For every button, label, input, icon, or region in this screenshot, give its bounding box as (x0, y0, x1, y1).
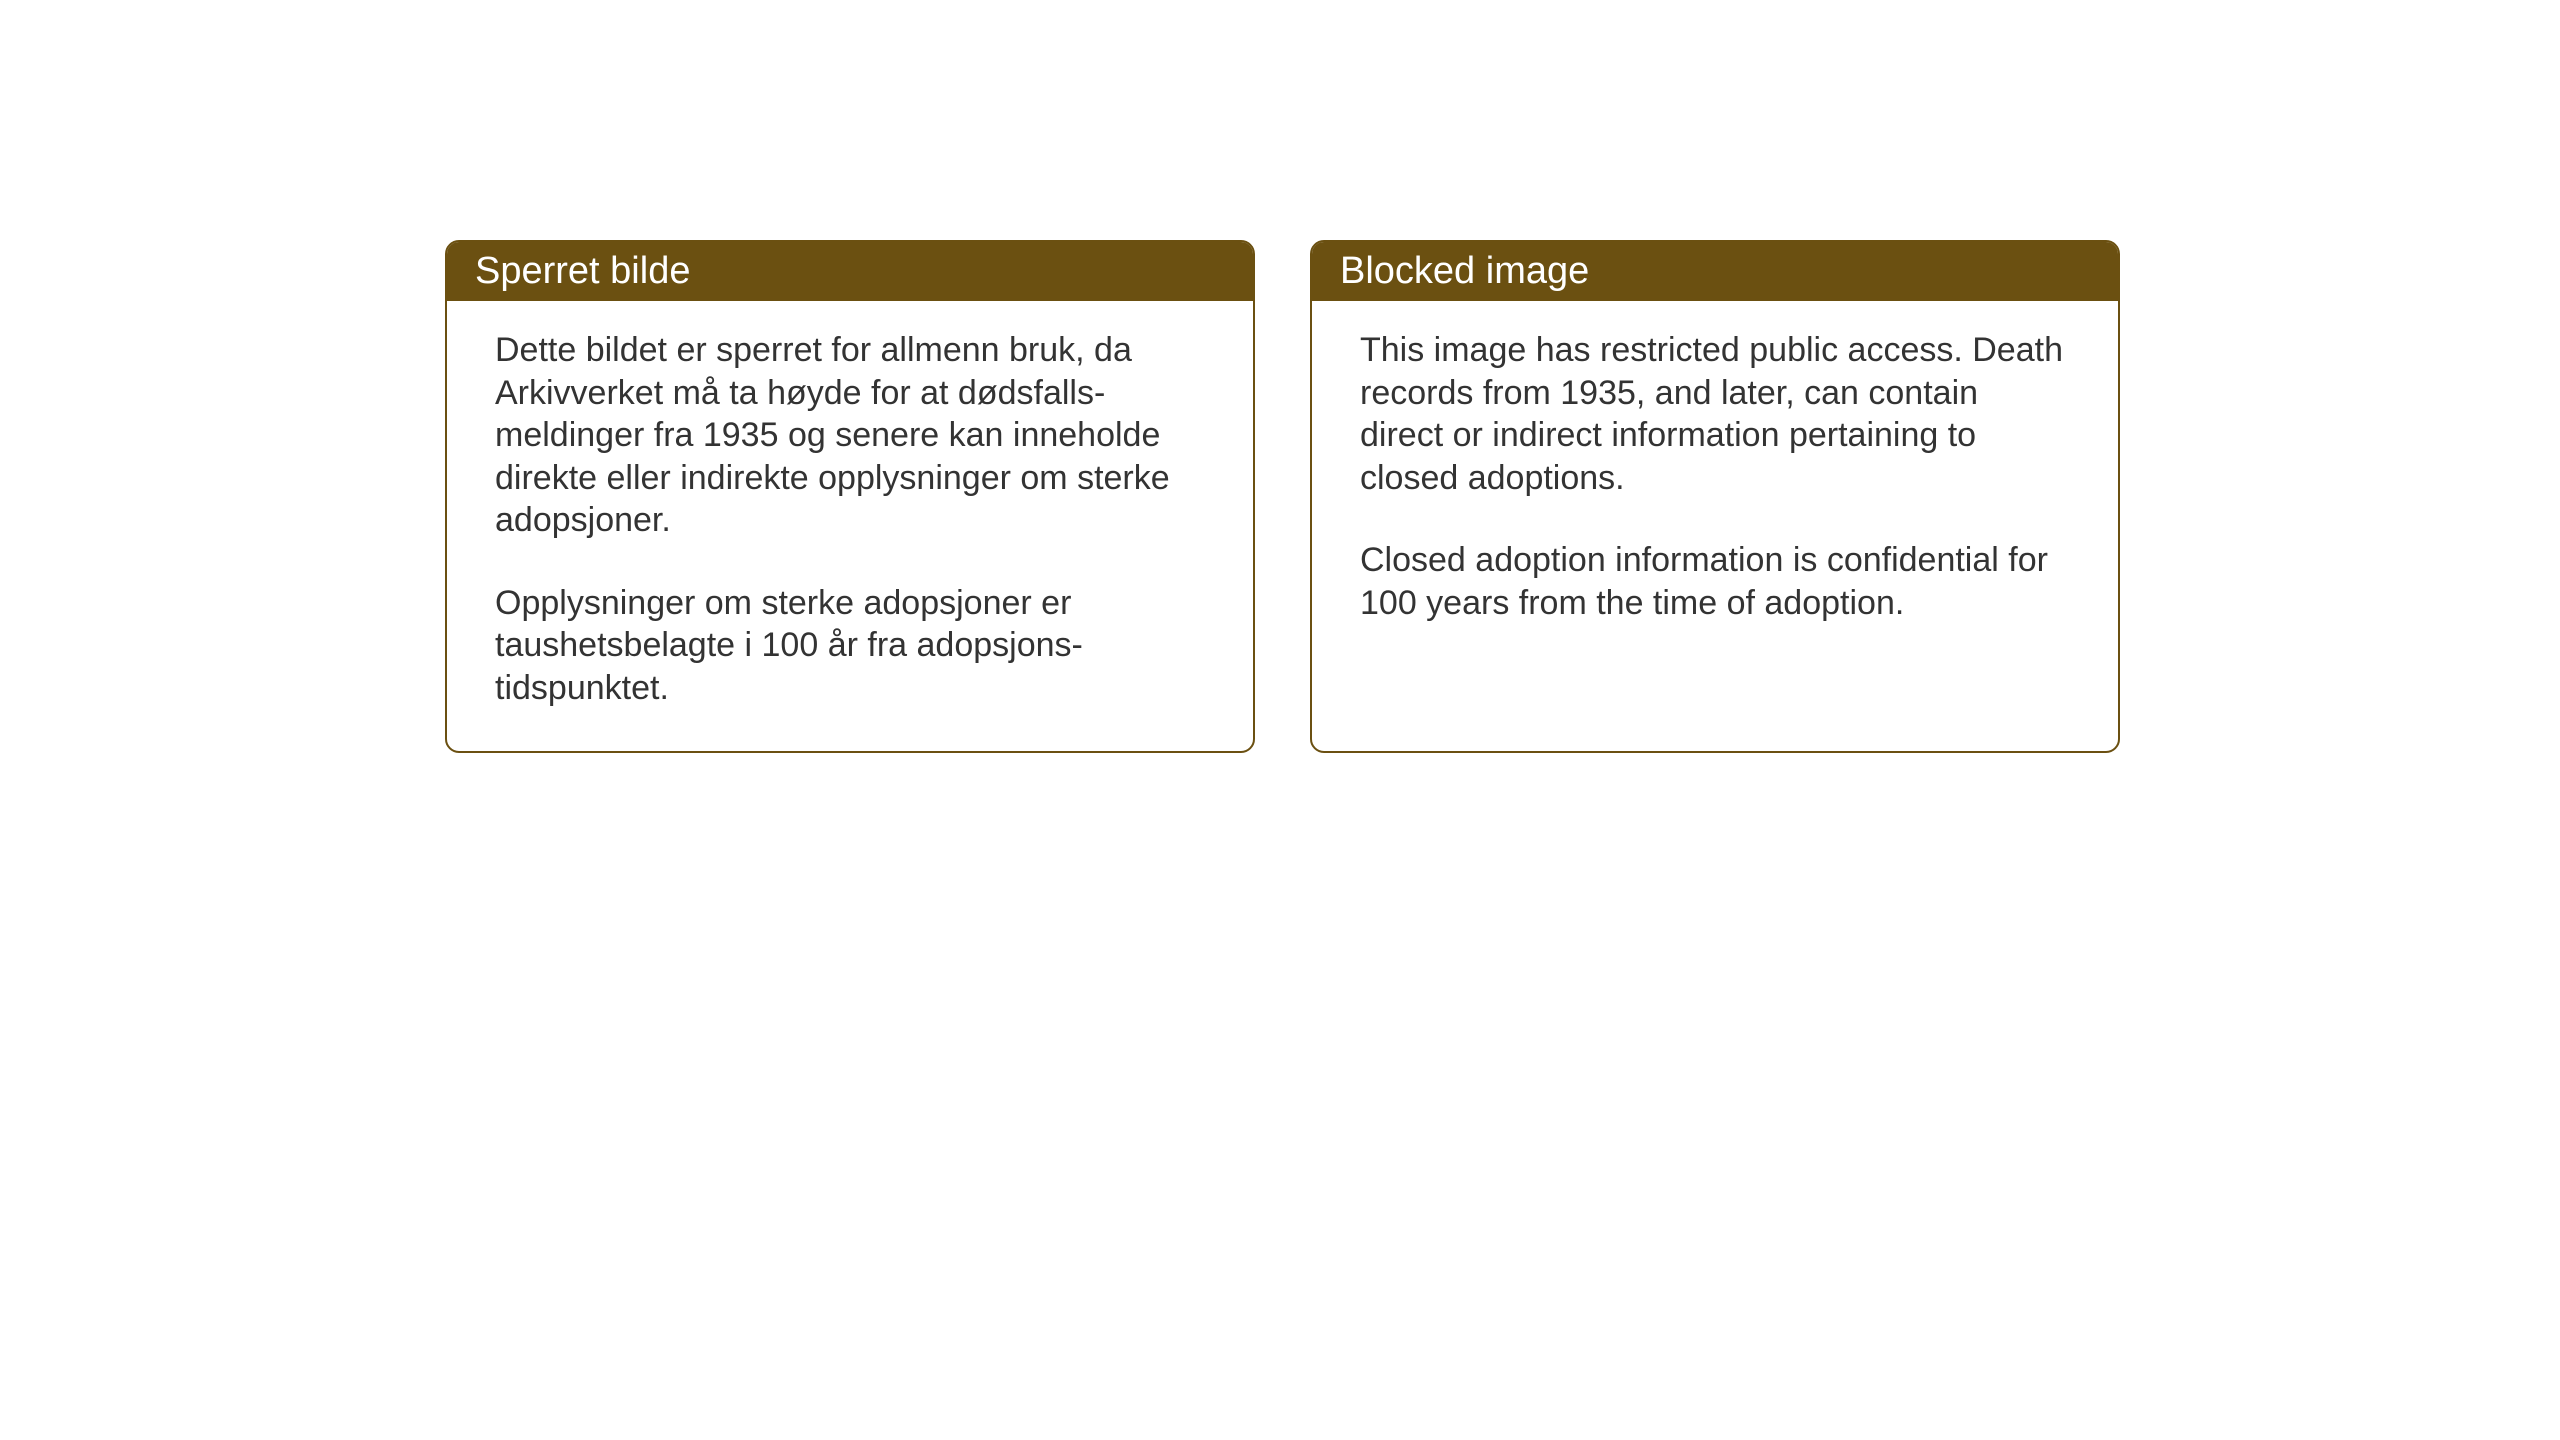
notice-header-english: Blocked image (1312, 242, 2118, 301)
notice-title: Blocked image (1340, 250, 1589, 292)
notice-paragraph: Opplysninger om sterke adopsjoner er tau… (495, 582, 1205, 710)
notice-paragraph: Dette bildet er sperret for allmenn bruk… (495, 329, 1205, 542)
notice-body-norwegian: Dette bildet er sperret for allmenn bruk… (447, 301, 1253, 751)
notice-header-norwegian: Sperret bilde (447, 242, 1253, 301)
notice-paragraph: Closed adoption information is confident… (1360, 539, 2070, 624)
notice-body-english: This image has restricted public access.… (1312, 301, 2118, 666)
notice-title: Sperret bilde (475, 250, 690, 292)
notices-container: Sperret bilde Dette bildet er sperret fo… (445, 240, 2120, 753)
notice-paragraph: This image has restricted public access.… (1360, 329, 2070, 499)
notice-box-norwegian: Sperret bilde Dette bildet er sperret fo… (445, 240, 1255, 753)
notice-box-english: Blocked image This image has restricted … (1310, 240, 2120, 753)
